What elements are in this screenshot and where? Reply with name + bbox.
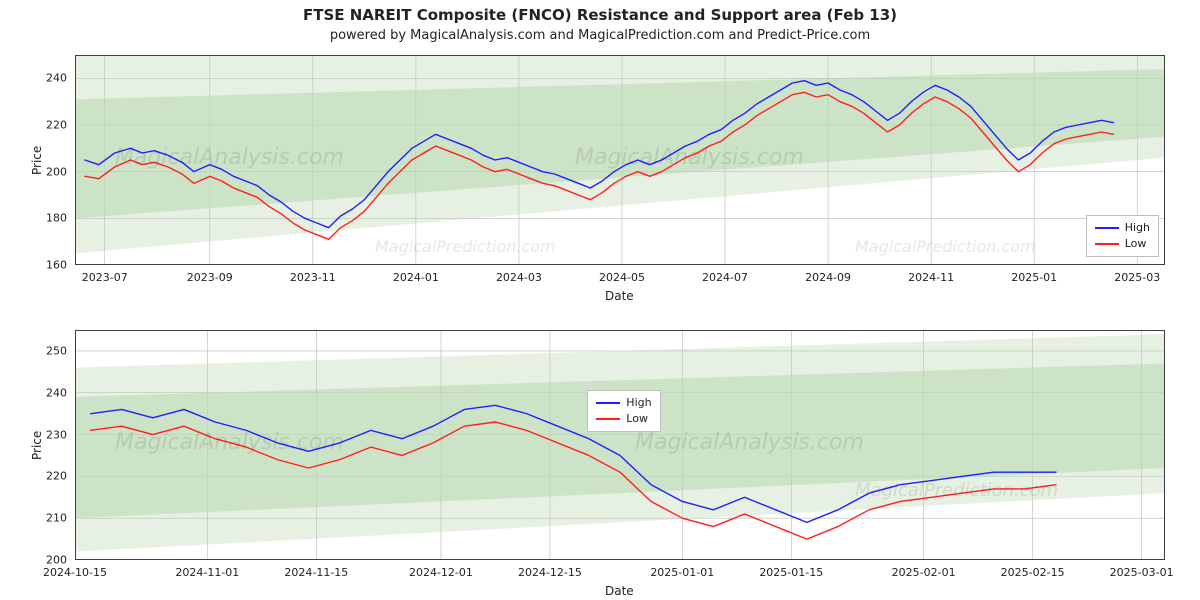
x-tick-label: 2024-03 [496,271,542,284]
x-tick-label: 2025-01-01 [650,566,714,579]
x-tick-label: 2024-09 [805,271,851,284]
legend: HighLow [1086,215,1159,257]
x-tick-label: 2025-03-01 [1110,566,1174,579]
legend-label: Low [1125,236,1147,252]
legend-row: High [1095,220,1150,236]
chart-plot [75,330,1165,560]
y-tick-label: 180 [27,212,67,225]
y-tick-label: 160 [27,259,67,272]
y-tick-label: 220 [27,470,67,483]
legend-swatch [596,402,620,404]
x-tick-label: 2023-09 [187,271,233,284]
x-axis-label: Date [605,584,634,598]
x-tick-label: 2024-11-01 [175,566,239,579]
legend-label: Low [626,411,648,427]
x-tick-label: 2023-11 [290,271,336,284]
y-tick-label: 210 [27,512,67,525]
legend-swatch [596,418,620,420]
x-axis-label: Date [605,289,634,303]
x-tick-label: 2023-07 [82,271,128,284]
x-tick-label: 2024-11-15 [284,566,348,579]
x-tick-label: 2024-12-01 [409,566,473,579]
y-axis-label: Price [30,146,44,175]
chart-plot [75,55,1165,265]
x-tick-label: 2024-11 [908,271,954,284]
x-tick-label: 2024-07 [702,271,748,284]
y-axis-label: Price [30,431,44,460]
subtitle: powered by MagicalAnalysis.com and Magic… [0,28,1200,43]
x-tick-label: 2025-03 [1114,271,1160,284]
x-tick-label: 2024-10-15 [43,566,107,579]
legend: HighLow [587,390,660,432]
legend-row: Low [1095,236,1150,252]
x-tick-label: 2025-02-15 [1001,566,1065,579]
legend-label: High [626,395,651,411]
legend-swatch [1095,227,1119,229]
y-tick-label: 240 [27,72,67,85]
y-tick-label: 250 [27,344,67,357]
y-tick-label: 240 [27,386,67,399]
chart-bottom: MagicalAnalysis.comMagicalAnalysis.comMa… [75,330,1165,560]
legend-swatch [1095,243,1119,245]
x-tick-label: 2025-02-01 [892,566,956,579]
x-tick-label: 2024-12-15 [518,566,582,579]
x-tick-label: 2024-01 [393,271,439,284]
main-title: FTSE NAREIT Composite (FNCO) Resistance … [0,6,1200,24]
figure: FTSE NAREIT Composite (FNCO) Resistance … [0,0,1200,600]
legend-label: High [1125,220,1150,236]
y-tick-label: 200 [27,554,67,567]
chart-top: MagicalAnalysis.comMagicalAnalysis.comMa… [75,55,1165,265]
legend-row: Low [596,411,651,427]
x-tick-label: 2025-01-15 [759,566,823,579]
legend-row: High [596,395,651,411]
y-tick-label: 220 [27,119,67,132]
x-tick-label: 2024-05 [599,271,645,284]
x-tick-label: 2025-01 [1011,271,1057,284]
